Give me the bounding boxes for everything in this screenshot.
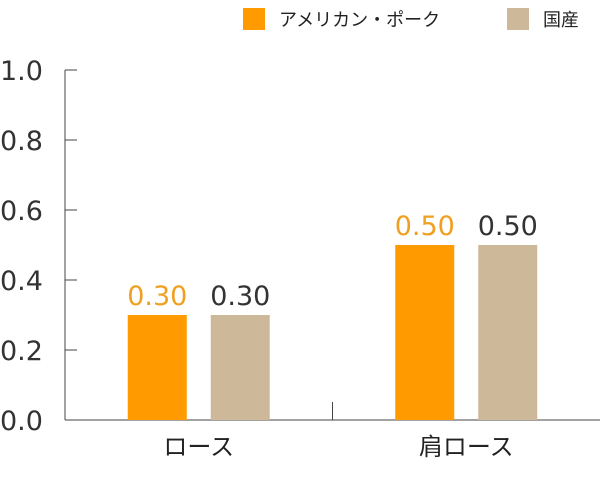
legend-label: 国産	[543, 10, 579, 31]
bar-value-label: 0.50	[395, 211, 455, 242]
bar-value-label: 0.30	[210, 281, 270, 312]
bar-value-label: 0.30	[127, 281, 187, 312]
x-category-label: ロース	[163, 433, 234, 461]
value-labels: 0.30 0.30 0.50 0.50	[127, 211, 538, 312]
y-tick-label: 0.8	[0, 126, 43, 157]
x-category-label: 肩ロース	[419, 433, 514, 461]
bar	[210, 315, 270, 420]
bar	[478, 245, 538, 420]
bar	[395, 245, 455, 420]
legend-swatch	[243, 8, 265, 30]
y-tick-label: 0.6	[0, 196, 43, 227]
y-tick-label: 0.2	[0, 336, 43, 367]
x-axis: ロース 肩ロース	[65, 402, 600, 461]
legend-swatch	[507, 8, 529, 30]
y-tick-label: 0.0	[0, 406, 43, 437]
bar-value-label: 0.50	[478, 211, 538, 242]
legend: アメリカン・ポーク 国産	[243, 8, 579, 31]
y-tick-label: 0.4	[0, 266, 43, 297]
y-tick-label: 1.0	[0, 56, 43, 87]
legend-label: アメリカン・ポーク	[279, 10, 440, 31]
y-axis: 0.0 0.2 0.4 0.6 0.8 1.0	[0, 56, 77, 437]
bar	[127, 315, 187, 420]
bars	[127, 245, 538, 420]
